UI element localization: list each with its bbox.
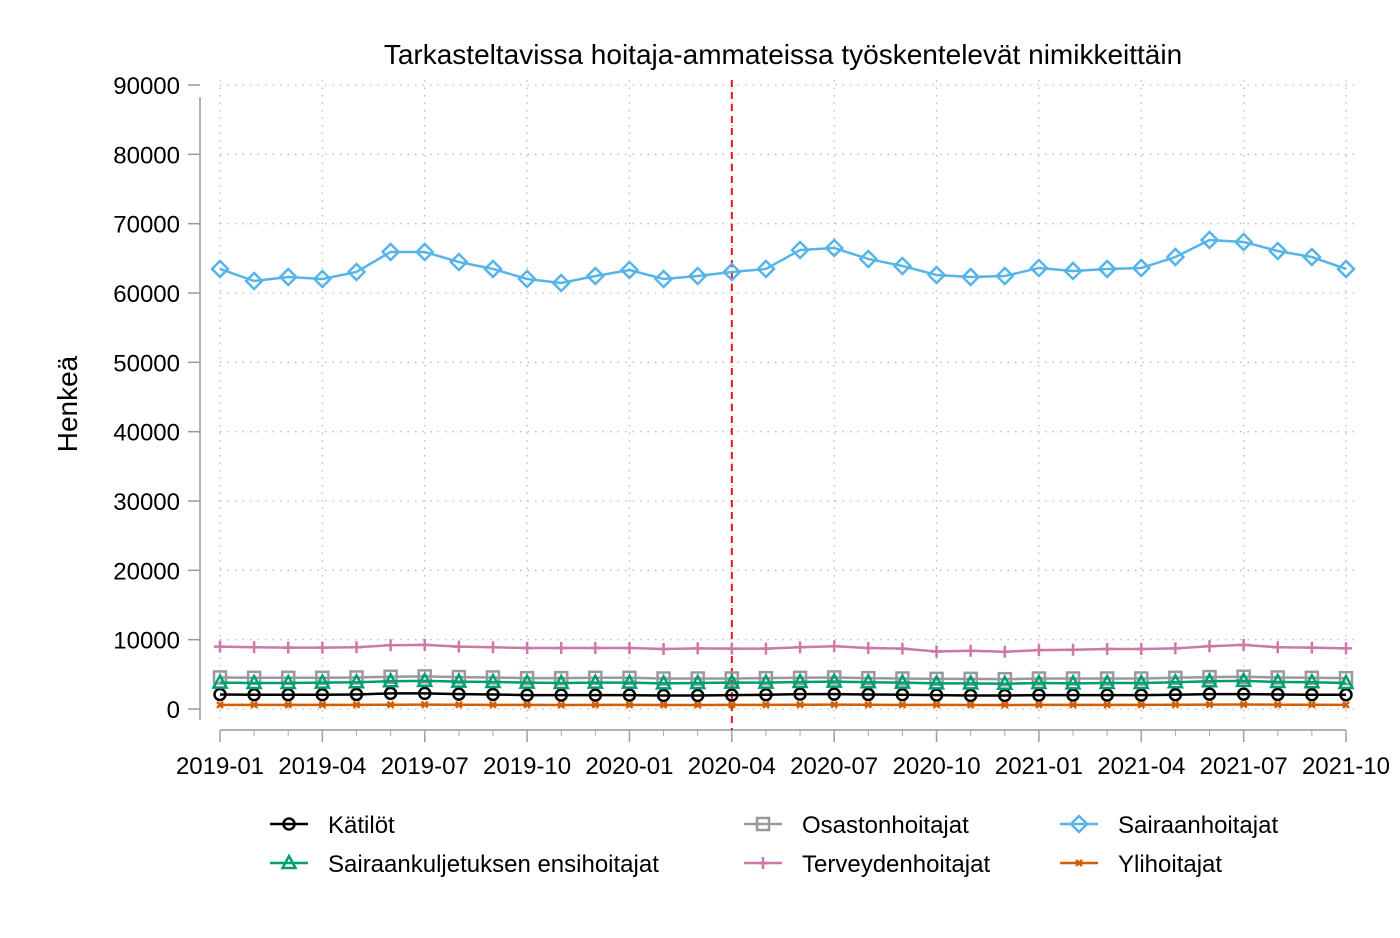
plus-marker	[214, 641, 226, 653]
legend-item: Terveydenhoitajat	[744, 851, 990, 878]
plus-marker	[828, 640, 840, 652]
series-sairaanhoitajat	[212, 232, 1354, 291]
legend-label: Sairaankuljetuksen ensihoitajat	[328, 851, 659, 878]
legend-item: Sairaanhoitajat	[1060, 812, 1278, 839]
plus-marker	[555, 642, 567, 654]
plus-marker	[1033, 644, 1045, 656]
plus-marker	[757, 857, 769, 869]
plus-marker	[896, 643, 908, 655]
plus-marker	[521, 642, 533, 654]
legend-label: Terveydenhoitajat	[802, 851, 990, 878]
series-k-til-t	[215, 688, 1352, 701]
y-tick-label: 20000	[113, 558, 180, 585]
legend-item: Sairaankuljetuksen ensihoitajat	[270, 851, 659, 878]
plus-marker	[1101, 643, 1113, 655]
series-ylihoitajat	[217, 701, 1349, 707]
chart-title: Tarkasteltavissa hoitaja-ammateissa työs…	[384, 39, 1182, 70]
plus-marker	[623, 642, 635, 654]
plus-marker	[726, 643, 738, 655]
y-tick-label: 0	[167, 697, 180, 724]
y-tick-label: 40000	[113, 420, 180, 447]
legend-label: Kätilöt	[328, 812, 395, 839]
legend-label: Ylihoitajat	[1118, 851, 1222, 878]
x-tick-label: 2021-04	[1097, 753, 1185, 780]
plus-marker	[1204, 640, 1216, 652]
plus-marker	[1238, 639, 1250, 651]
y-tick-label: 70000	[113, 212, 180, 239]
plus-marker	[487, 641, 499, 653]
plus-marker	[1340, 642, 1352, 654]
plus-marker	[453, 641, 465, 653]
x-tick-label: 2020-01	[585, 753, 673, 780]
x-tick-label: 2020-04	[688, 753, 776, 780]
plus-marker	[316, 642, 328, 654]
plus-marker	[1272, 641, 1284, 653]
plus-marker	[794, 641, 806, 653]
y-tick-label: 90000	[113, 73, 180, 100]
y-axis-label: Henkeä	[52, 355, 83, 452]
series-line	[220, 693, 1346, 695]
plus-marker	[419, 639, 431, 651]
legend-item: Ylihoitajat	[1060, 851, 1222, 878]
y-tick-label: 30000	[113, 489, 180, 516]
plus-marker	[1169, 642, 1181, 654]
x-tick-label: 2019-07	[381, 753, 469, 780]
x-tick-label: 2019-04	[278, 753, 366, 780]
x-tick-label: 2020-10	[893, 753, 981, 780]
x-tick-label: 2020-07	[790, 753, 878, 780]
plus-marker	[282, 642, 294, 654]
x-tick-label: 2021-01	[995, 753, 1083, 780]
plus-marker	[999, 646, 1011, 658]
plus-marker	[862, 642, 874, 654]
y-tick-label: 10000	[113, 628, 180, 655]
plus-marker	[248, 641, 260, 653]
plus-marker	[385, 639, 397, 651]
plus-marker	[1306, 642, 1318, 654]
plus-marker	[692, 642, 704, 654]
plus-marker	[658, 643, 670, 655]
y-tick-label: 60000	[113, 281, 180, 308]
legend-item: Osastonhoitajat	[744, 812, 969, 839]
plus-marker	[760, 643, 772, 655]
plus-marker	[589, 642, 601, 654]
series-terveydenhoitajat	[214, 639, 1352, 658]
x-tick-label: 2019-01	[176, 753, 264, 780]
plus-marker	[1067, 644, 1079, 656]
x-tick-label: 2019-10	[483, 753, 571, 780]
plus-marker	[1135, 643, 1147, 655]
legend-label: Osastonhoitajat	[802, 812, 969, 839]
legend-item: Kätilöt	[270, 812, 395, 839]
y-tick-label: 50000	[113, 350, 180, 377]
plus-marker	[931, 645, 943, 657]
x-tick-label: 2021-10	[1302, 753, 1390, 780]
x-tick-label: 2021-07	[1200, 753, 1288, 780]
y-tick-label: 80000	[113, 142, 180, 169]
legend-label: Sairaanhoitajat	[1118, 812, 1278, 839]
plus-marker	[965, 645, 977, 657]
plus-marker	[350, 641, 362, 653]
